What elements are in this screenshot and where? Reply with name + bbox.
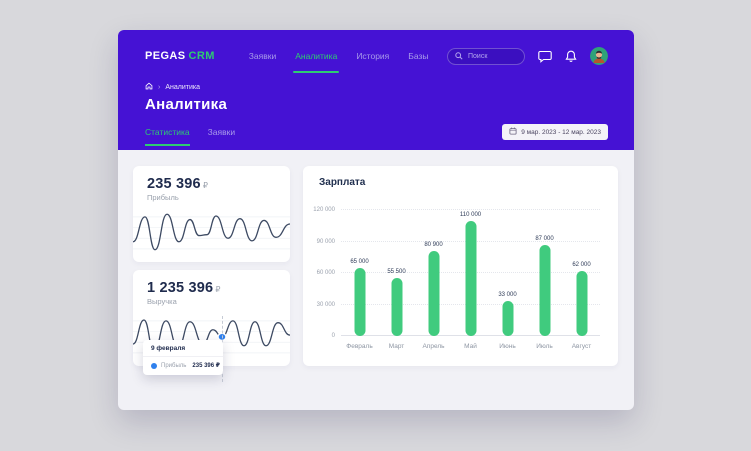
y-axis-tick: 90 000 <box>316 238 335 245</box>
x-axis-label: Август <box>571 343 592 350</box>
profit-value: 235 396 ₽ <box>147 176 209 192</box>
app-logo: PEGAS CRM <box>145 50 215 62</box>
bar-rect[interactable] <box>354 267 365 336</box>
x-axis-label: Март <box>388 343 405 350</box>
bar-Апрель[interactable]: 80 900 <box>424 242 443 336</box>
tab-0[interactable]: Статистика <box>145 127 190 146</box>
date-range-label: 9 мар. 2023 - 12 мар. 2023 <box>521 128 601 136</box>
page-title: Аналитика <box>145 96 228 113</box>
series-dot-icon <box>151 362 157 369</box>
search-input[interactable] <box>468 52 517 60</box>
bar-rect[interactable] <box>502 301 513 336</box>
revenue-label: Выручка <box>147 297 177 306</box>
header-band: PEGAS CRM Заявки Аналитика История Базы <box>118 30 634 150</box>
breadcrumb: › Аналитика <box>145 82 200 92</box>
search-icon <box>455 47 463 65</box>
bar-value-label: 65 000 <box>350 258 369 265</box>
y-axis-tick: 30 000 <box>316 301 335 308</box>
tabs-row: Статистика Заявки 9 мар. 2023 - 12 мар. 2… <box>145 122 608 146</box>
content-area: 235 396 ₽ Прибыль 1 235 396 ₽ Выручка 9 фе… <box>118 150 634 410</box>
bar-Июнь[interactable]: 33 000 <box>498 292 517 336</box>
currency-symbol: ₽ <box>202 181 209 190</box>
stat-card-profit: 235 396 ₽ Прибыль <box>133 166 290 262</box>
nav-item-0[interactable]: Заявки <box>248 51 277 61</box>
bar-rect[interactable] <box>465 220 476 336</box>
bar-value-label: 62 000 <box>572 261 591 268</box>
main-nav: Заявки Аналитика История Базы <box>248 51 429 73</box>
chart-tooltip: 9 февраля Прибыль 235 396 ₽ <box>143 340 223 375</box>
profit-sparkline-chart[interactable] <box>133 208 290 256</box>
bar-Февраль[interactable]: 65 000 <box>350 259 369 336</box>
bar-value-label: 80 900 <box>424 242 443 249</box>
logo-text-crm: CRM <box>188 50 215 62</box>
bell-icon[interactable] <box>565 50 577 63</box>
x-axis-label: Июль <box>536 343 553 350</box>
bar-value-label: 110 000 <box>459 211 482 218</box>
x-axis-label: Февраль <box>346 343 373 350</box>
bar-Июль[interactable]: 87 000 <box>535 236 554 336</box>
top-bar: PEGAS CRM Заявки Аналитика История Базы <box>145 43 608 73</box>
x-axis-label: Июнь <box>499 343 516 350</box>
date-range-picker[interactable]: 9 мар. 2023 - 12 мар. 2023 <box>502 124 608 140</box>
revenue-value: 1 235 396 ₽ <box>147 280 221 296</box>
tooltip-row: Прибыль 235 396 ₽ <box>143 357 223 375</box>
x-axis-label: Апрель <box>422 343 445 350</box>
currency-symbol: ₽ <box>215 285 221 294</box>
y-axis-tick: 0 <box>331 333 335 339</box>
tab-1[interactable]: Заявки <box>207 127 236 137</box>
bar-rect[interactable] <box>391 277 402 336</box>
tooltip-series: Прибыль <box>161 362 187 369</box>
tabs: Статистика Заявки <box>145 127 236 146</box>
bar-Март[interactable]: 55 500 <box>387 269 406 336</box>
calendar-icon <box>509 127 517 137</box>
search-box[interactable] <box>447 47 525 65</box>
tooltip-date: 9 февраля <box>143 340 223 357</box>
home-icon[interactable] <box>145 82 153 92</box>
header-right <box>447 47 608 65</box>
salary-chart-title: Зарплата <box>319 177 366 188</box>
gridline <box>341 209 600 210</box>
y-axis-tick: 120 000 <box>313 207 335 213</box>
bar-value-label: 33 000 <box>498 292 517 299</box>
profit-label: Прибыль <box>147 193 179 202</box>
x-axis-label: Май <box>464 343 477 350</box>
bar-Май[interactable]: 110 000 <box>460 212 481 336</box>
nav-item-3[interactable]: Базы <box>408 51 429 61</box>
bar-rect[interactable] <box>576 270 587 336</box>
bar-rect[interactable] <box>539 244 550 336</box>
salary-chart-card: Зарплата 0 30 000 60 000 90 000 120 000 65 00… <box>303 166 618 366</box>
bar-value-label: 55 500 <box>387 268 406 275</box>
user-avatar[interactable] <box>590 47 608 65</box>
salary-bar-chart[interactable]: 0 30 000 60 000 90 000 120 000 65 000 Февраль 5… <box>313 207 600 350</box>
breadcrumb-separator: › <box>158 83 161 91</box>
nav-item-2[interactable]: История <box>356 51 390 61</box>
tooltip-value: 235 396 ₽ <box>192 363 220 369</box>
nav-item-1[interactable]: Аналитика <box>293 51 340 73</box>
chat-icon[interactable] <box>538 50 552 63</box>
y-axis-tick: 60 000 <box>316 270 335 276</box>
bar-Август[interactable]: 62 000 <box>572 262 591 336</box>
app-window: PEGAS CRM Заявки Аналитика История Базы <box>118 30 634 410</box>
bar-value-label: 87 000 <box>535 235 554 242</box>
logo-text-pegas: PEGAS <box>145 50 186 62</box>
stat-card-revenue: 1 235 396 ₽ Выручка 9 февраля Прибыль 235… <box>133 270 290 382</box>
bar-rect[interactable] <box>428 251 439 336</box>
breadcrumb-current[interactable]: Аналитика <box>165 83 200 91</box>
